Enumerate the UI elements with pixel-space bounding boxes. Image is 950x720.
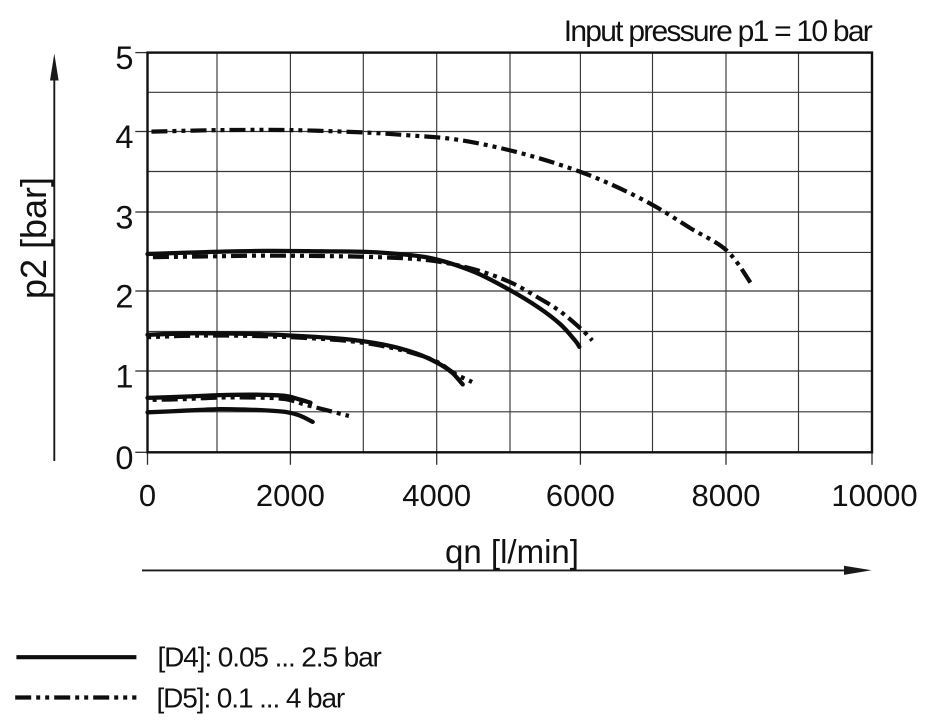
- svg-text:Input pressure p1 = 10 bar: Input pressure p1 = 10 bar: [564, 15, 873, 48]
- svg-text:2000: 2000: [256, 478, 325, 513]
- svg-text:p2 [bar]: p2 [bar]: [13, 177, 54, 299]
- svg-text:10000: 10000: [831, 478, 917, 513]
- svg-text:4000: 4000: [402, 478, 471, 513]
- svg-text:[D4]: 0.05 ... 2.5 bar: [D4]: 0.05 ... 2.5 bar: [158, 642, 382, 673]
- svg-text:1: 1: [115, 359, 133, 395]
- svg-text:8000: 8000: [692, 478, 761, 513]
- svg-text:0: 0: [115, 440, 133, 476]
- svg-text:4: 4: [115, 119, 133, 155]
- svg-text:0: 0: [139, 478, 156, 513]
- svg-text:2: 2: [115, 279, 133, 315]
- svg-text:3: 3: [115, 200, 133, 236]
- svg-text:6000: 6000: [546, 478, 615, 513]
- svg-text:5: 5: [115, 40, 133, 76]
- svg-text:[D5]: 0.1 ... 4 bar: [D5]: 0.1 ... 4 bar: [157, 683, 345, 714]
- svg-text:qn [l/min]: qn [l/min]: [445, 533, 579, 570]
